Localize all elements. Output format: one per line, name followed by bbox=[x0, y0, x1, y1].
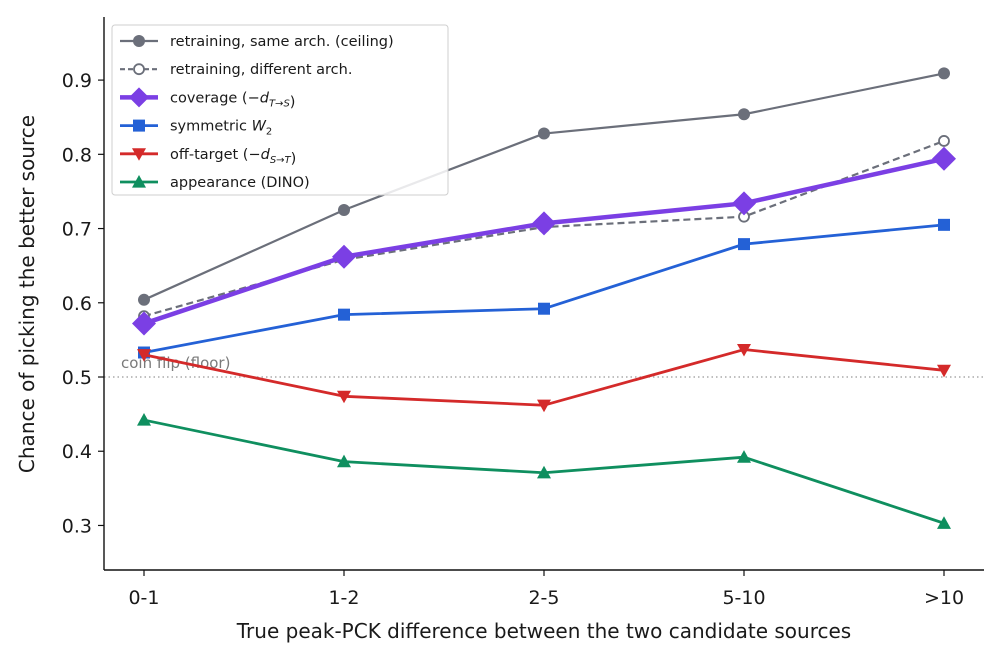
x-tick-label: 1-2 bbox=[328, 587, 359, 609]
legend-label: appearance (DINO) bbox=[170, 175, 310, 191]
x-tick-label: 5-10 bbox=[722, 587, 765, 609]
y-tick-label: 0.5 bbox=[62, 367, 92, 389]
legend-marker bbox=[133, 119, 145, 132]
data-point bbox=[337, 454, 351, 468]
data-point bbox=[938, 67, 950, 80]
data-point bbox=[532, 211, 556, 236]
legend-marker bbox=[129, 87, 149, 108]
series-coverage-dt-s bbox=[132, 146, 956, 336]
series-line bbox=[143, 223, 945, 354]
data-point bbox=[537, 465, 551, 479]
y-tick-label: 0.7 bbox=[62, 219, 92, 241]
legend-label: retraining, same arch. (ceiling) bbox=[170, 34, 394, 50]
legend-marker bbox=[133, 35, 145, 47]
series-retraining-same-arch-ceiling bbox=[138, 67, 950, 306]
x-axis-title: True peak-PCK difference between the two… bbox=[236, 619, 851, 643]
data-point bbox=[537, 399, 551, 413]
x-tick-label: 2-5 bbox=[528, 587, 559, 609]
data-point bbox=[338, 203, 350, 216]
data-point bbox=[338, 308, 350, 321]
data-point bbox=[932, 146, 956, 171]
data-point bbox=[732, 191, 756, 216]
legend-frame bbox=[111, 24, 449, 196]
data-point bbox=[137, 349, 151, 362]
x-tick-label: >10 bbox=[924, 587, 964, 609]
y-axis-title: Chance of picking the better source bbox=[15, 115, 39, 473]
series-appearance-dino bbox=[137, 413, 951, 529]
y-tick-label: 0.3 bbox=[62, 515, 92, 537]
data-point bbox=[737, 343, 751, 357]
data-point bbox=[737, 450, 751, 463]
y-tick-label: 0.4 bbox=[62, 441, 92, 463]
data-point bbox=[937, 364, 951, 378]
legend-label: coverage (−dT→S) bbox=[170, 90, 295, 110]
legend-entry: retraining, different arch. bbox=[120, 62, 352, 78]
data-point bbox=[137, 413, 151, 426]
series-layer bbox=[132, 67, 956, 529]
x-ticks: 0-1 1-2 2-5 5-10 >10 bbox=[128, 570, 964, 609]
legend-label: off-target (−dS→T) bbox=[170, 147, 296, 167]
data-point bbox=[938, 218, 950, 231]
y-tick-label: 0.9 bbox=[62, 70, 92, 92]
data-point bbox=[938, 135, 950, 147]
x-tick-label: 0-1 bbox=[128, 587, 159, 609]
legend-entry: symmetric W2 bbox=[120, 119, 272, 138]
data-point bbox=[132, 311, 156, 336]
data-point bbox=[337, 390, 351, 404]
data-point bbox=[332, 244, 356, 269]
data-point bbox=[738, 238, 750, 251]
y-ticks: 0.3 0.4 0.5 0.6 0.7 0.8 0.9 bbox=[62, 70, 104, 537]
legend-entry: coverage (−dT→S) bbox=[120, 87, 295, 110]
legend-entry: off-target (−dS→T) bbox=[120, 147, 296, 167]
legend-entry: appearance (DINO) bbox=[120, 175, 310, 191]
legend-entry: retraining, same arch. (ceiling) bbox=[120, 34, 394, 50]
data-point bbox=[538, 302, 550, 315]
legend: retraining, same arch. (ceiling) retraini… bbox=[111, 24, 449, 196]
data-point bbox=[138, 293, 150, 306]
legend-marker bbox=[132, 175, 146, 188]
legend-marker bbox=[132, 148, 146, 161]
legend-label: retraining, different arch. bbox=[170, 62, 352, 78]
legend-label: symmetric W2 bbox=[170, 119, 272, 138]
y-tick-label: 0.6 bbox=[62, 293, 92, 315]
data-point bbox=[538, 127, 550, 140]
series-symmetric-w2 bbox=[138, 218, 950, 359]
legend-marker bbox=[133, 63, 145, 76]
data-point bbox=[738, 108, 750, 121]
series-off-target-ds-t bbox=[137, 343, 951, 413]
data-point bbox=[937, 516, 951, 529]
y-tick-label: 0.8 bbox=[62, 144, 92, 166]
